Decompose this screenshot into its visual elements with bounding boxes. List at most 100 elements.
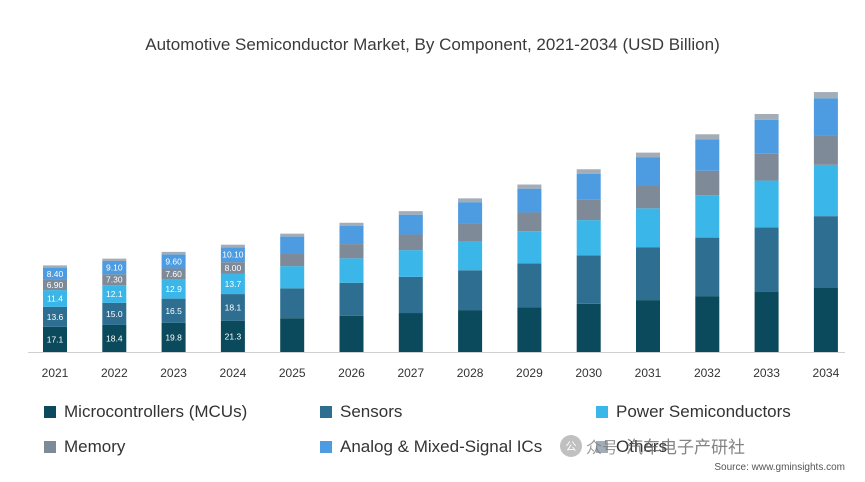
bar-segment-2021-3: [43, 290, 67, 307]
bar-segment-2024-3: [220, 273, 245, 295]
bar-segment-2026-5: [339, 225, 364, 245]
bar-segment-2031-6: [636, 152, 660, 158]
legend-label-power: Power Semiconductors: [616, 402, 791, 421]
bar-segment-2023-3: [161, 279, 186, 299]
bar-segment-2032-6: [695, 134, 720, 140]
data-label-2021-3: 11.4: [47, 293, 63, 303]
bar-segment-2034-3: [813, 164, 838, 217]
bar-segment-2025-1: [280, 318, 305, 352]
wechat-icon: 公: [560, 434, 582, 457]
legend-label-memory: Memory: [64, 437, 126, 456]
stacked-bar-chart: 17.1 13.6 11.4 6.908.40 2021 18.4 15.0 12.1 7.30…: [28, 92, 845, 380]
bar-segment-2028-5: [458, 202, 483, 224]
x-tick-label-2031: 2031: [635, 366, 662, 380]
legend-label-sensors: Sensors: [340, 402, 403, 421]
bar-segment-2027-5: [398, 214, 423, 235]
legend-swatch-mcus: [44, 406, 56, 418]
chart-title: Automotive Semiconductor Market, By Comp…: [145, 35, 720, 54]
bar-segment-2033-5: [754, 119, 779, 154]
bar-segment-2034-6: [813, 92, 838, 99]
bar-segment-2025-5: [280, 236, 305, 254]
x-tick-label-2021: 2021: [42, 366, 69, 380]
bar-segment-2026-1: [339, 315, 364, 352]
data-label-2024-3: 13.7: [225, 279, 242, 289]
data-label-2022-5: 9.10: [106, 263, 123, 273]
legend-item-mcus: Microcontrollers (MCUs): [44, 402, 247, 422]
legend-swatch-sensors: [320, 406, 332, 418]
bar-segment-2029-5: [517, 188, 542, 213]
bar-segment-2022-2: [102, 302, 127, 325]
bar-segment-2022-3: [102, 285, 127, 303]
data-label-2024-5: 10.10: [222, 250, 244, 260]
bar-segment-2030-2: [576, 255, 601, 304]
data-label-2024-1: 21.3: [225, 331, 242, 341]
bar-segment-2028-6: [458, 198, 483, 203]
data-label-2021-1: 17.1: [47, 334, 64, 344]
bar-segment-2027-4: [398, 234, 423, 251]
data-label-2023-5: 9.60: [165, 256, 182, 266]
x-tick-label-2029: 2029: [516, 366, 543, 380]
x-tick-label-2023: 2023: [160, 366, 187, 380]
legend-item-analog: Analog & Mixed-Signal ICs: [320, 437, 542, 457]
x-tick-label-2028: 2028: [457, 366, 484, 380]
legend-item-memory: Memory: [44, 437, 125, 457]
x-tick-label-2024: 2024: [220, 366, 247, 380]
data-label-2021-2: 13.6: [47, 312, 64, 322]
bar-segment-2033-4: [754, 153, 779, 181]
data-label-2021-5: 8.40: [47, 269, 64, 279]
data-label-2022-4: 7.30: [106, 275, 123, 285]
data-label-2022-3: 12.1: [106, 289, 123, 299]
watermark-text: 众号: [586, 439, 619, 457]
legend-label-analog: Analog & Mixed-Signal ICs: [340, 437, 543, 456]
data-label-2023-4: 7.60: [165, 269, 182, 279]
bar-segment-2033-2: [754, 227, 779, 293]
legend-label-mcus: Microcontrollers (MCUs): [64, 402, 248, 421]
data-label-2022-1: 18.4: [106, 333, 123, 343]
bar-segment-2028-3: [458, 240, 483, 271]
legend-label-others: Others: [616, 437, 668, 456]
bar-segment-2021-5: [43, 267, 67, 280]
bar-segment-2031-1: [636, 300, 660, 352]
bar-segment-2024-4: [220, 262, 245, 274]
bar-segment-2032-3: [695, 195, 720, 238]
bar-segment-2024-1: [220, 320, 245, 352]
legend-item-sensors: Sensors: [320, 402, 402, 422]
data-label-2023-3: 12.9: [165, 284, 182, 294]
bar-segment-2034-2: [813, 216, 838, 288]
bar-segment-2032-1: [695, 296, 720, 352]
watermark-title: 汽车电子产研社: [626, 438, 746, 457]
bar-segment-2029-1: [517, 307, 542, 352]
bar-segment-2024-6: [220, 244, 245, 248]
bar-segment-2029-6: [517, 184, 542, 189]
bar-segment-2026-6: [339, 222, 364, 226]
data-label-2024-2: 18.1: [225, 302, 242, 312]
bar-segment-2021-1: [43, 326, 67, 352]
bar-segment-2032-2: [695, 237, 720, 297]
bar-segment-2025-4: [280, 253, 305, 267]
bar-segment-2026-2: [339, 282, 364, 316]
watermark: 公 众号 汽车电子产研社: [560, 433, 745, 458]
bar-segment-2031-5: [636, 157, 660, 187]
bar-segment-2023-5: [161, 254, 186, 269]
bar-segment-2030-3: [576, 220, 601, 256]
bar-segment-2025-6: [280, 233, 305, 237]
bar-segment-2023-1: [161, 322, 186, 352]
bar-segment-2033-6: [754, 113, 779, 120]
bar-segment-2025-3: [280, 266, 305, 289]
bar-segment-2026-4: [339, 244, 364, 259]
bar-segment-2029-4: [517, 212, 542, 232]
bar-segment-2032-4: [695, 170, 720, 196]
bar-segment-2031-4: [636, 186, 660, 209]
x-tick-label-2030: 2030: [575, 366, 602, 380]
x-tick-label-2033: 2033: [753, 366, 780, 380]
bar-segment-2021-4: [43, 279, 67, 291]
bar-segment-2030-1: [576, 303, 601, 352]
bar-segment-2034-4: [813, 135, 838, 165]
bar-segment-2022-6: [102, 258, 127, 261]
legend-swatch-analog: [320, 441, 332, 453]
x-tick-label-2025: 2025: [279, 366, 306, 380]
legend-swatch-power: [596, 406, 608, 418]
bar-segment-2025-2: [280, 288, 305, 319]
legend-swatch-memory: [44, 441, 56, 453]
x-tick-label-2022: 2022: [101, 366, 128, 380]
